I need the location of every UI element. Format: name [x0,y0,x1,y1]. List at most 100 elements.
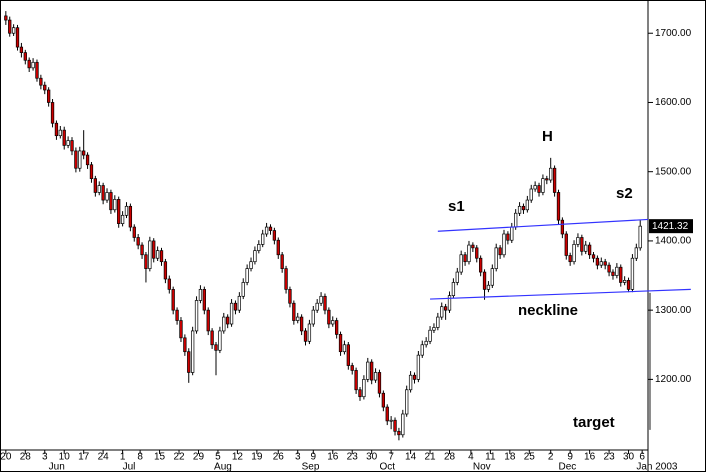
x-tick-label: 23 [347,452,359,463]
candle-body [46,89,51,103]
x-tick-label: 8 [137,452,143,463]
candle-body [288,289,292,304]
candle-body [198,289,203,301]
candle-body [272,230,277,241]
candle-body [229,302,234,325]
candle-body [584,244,588,252]
candle-body [622,280,627,283]
candle-body [486,284,491,290]
x-tick-label: 24 [98,452,110,463]
candle-body [303,330,308,342]
candle-body [412,374,417,380]
candle-body [27,59,31,69]
candle-body [420,344,424,356]
candle-body [619,266,623,283]
candle-body [568,255,572,263]
candle-body [210,330,214,346]
x-tick-label: 22 [173,452,185,463]
candle-body [440,306,444,318]
candle-body [327,309,331,325]
x-tick-label: 9 [311,452,317,463]
candle-body [463,254,467,263]
candle-body [50,102,55,124]
x-tick-label: 23 [604,452,616,463]
candle-body [514,212,518,228]
x-tick-label: 15 [154,452,166,463]
candle-body [62,129,66,146]
candle-body [136,237,140,246]
candle-body [533,185,537,190]
candle-body [74,150,78,169]
candle-body [117,199,121,224]
candle-body [475,247,479,259]
candle-body [436,316,440,328]
candle-body [159,250,164,263]
candle-body [611,271,615,276]
candle-body [190,330,195,373]
x-tick-label: 10 [59,452,71,463]
candle-body [155,250,160,259]
last-price-label: 1421.32 [652,221,689,232]
candle-body [101,185,105,201]
x-tick-label: 4 [468,452,474,463]
candle-body [124,205,129,216]
candle-body [15,27,20,48]
candle-body [54,122,59,137]
candle-body [257,244,261,251]
annotation: s1 [448,198,465,215]
month-label: Dec [558,462,576,472]
candle-body [268,226,273,231]
candle-body [241,282,245,297]
candle-body [478,257,483,273]
candle-body [249,261,253,269]
candle-body [385,406,389,422]
candle-body [58,129,62,137]
candle-body [366,361,370,380]
candle-body [552,167,557,193]
candle-body [354,370,358,391]
candle-body [237,295,242,311]
candle-body [331,320,335,325]
candle-body [358,389,362,398]
candle-body [373,372,378,381]
annotation: neckline [518,302,578,319]
candle-body [264,226,269,235]
candle-body [424,340,428,346]
month-label: Nov [473,462,491,472]
candle-body [85,154,90,166]
candle-body [560,219,565,235]
candle-body [97,185,101,193]
candle-body [490,268,494,286]
x-tick-label: 19 [251,452,263,463]
candle-body [19,46,24,53]
candle-body [455,271,459,283]
candle-body [537,185,541,193]
candle-body [580,237,584,252]
candle-body [89,164,94,179]
x-tick-label: 3 [295,452,301,463]
candle-body [233,302,238,311]
candle-body [634,247,638,259]
candle-body [510,226,514,241]
candle-body [31,61,35,69]
candle-body [93,178,98,193]
candle-body [175,309,179,321]
candle-body [564,233,568,256]
candle-body [506,233,510,241]
candle-body [556,192,561,221]
candle-body [346,344,350,366]
candle-body [342,344,347,353]
candle-body [194,300,199,332]
candle-body [319,295,323,304]
candle-body [350,365,354,371]
candle-body [447,295,452,311]
annotation: s2 [616,185,633,202]
candle-body [70,140,74,152]
candle-body [362,379,366,398]
x-tick-label: 12 [232,452,244,463]
trend-line [430,288,691,300]
candle-body [397,430,401,436]
candle-body [311,309,315,325]
y-tick-label: 1500.00 [655,166,692,177]
